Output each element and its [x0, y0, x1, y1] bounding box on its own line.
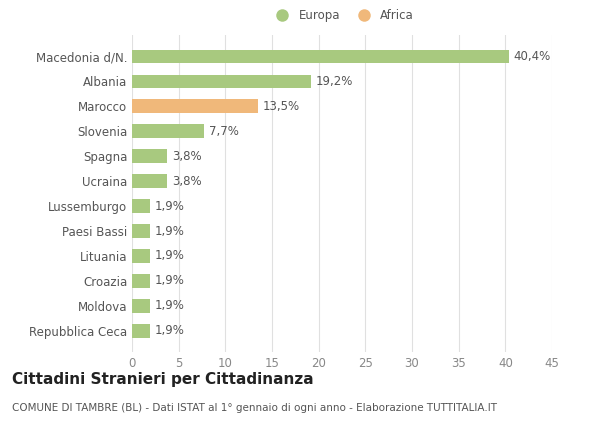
Text: 13,5%: 13,5%	[263, 100, 300, 113]
Text: 3,8%: 3,8%	[172, 150, 202, 163]
Bar	[132, 125, 204, 138]
Bar	[132, 74, 311, 88]
Text: 3,8%: 3,8%	[172, 175, 202, 187]
Bar	[132, 249, 150, 263]
Text: 1,9%: 1,9%	[154, 324, 184, 337]
Legend: Europa, Africa: Europa, Africa	[270, 9, 414, 22]
Text: 19,2%: 19,2%	[316, 75, 353, 88]
Bar	[132, 99, 258, 113]
Text: 1,9%: 1,9%	[154, 275, 184, 287]
Text: Cittadini Stranieri per Cittadinanza: Cittadini Stranieri per Cittadinanza	[12, 372, 314, 387]
Bar	[132, 149, 167, 163]
Bar	[132, 50, 509, 63]
Bar	[132, 174, 167, 188]
Bar	[132, 299, 150, 313]
Bar	[132, 274, 150, 288]
Text: 1,9%: 1,9%	[154, 200, 184, 213]
Text: 7,7%: 7,7%	[209, 125, 238, 138]
Text: COMUNE DI TAMBRE (BL) - Dati ISTAT al 1° gennaio di ogni anno - Elaborazione TUT: COMUNE DI TAMBRE (BL) - Dati ISTAT al 1°…	[12, 403, 497, 413]
Bar	[132, 199, 150, 213]
Text: 40,4%: 40,4%	[514, 50, 551, 63]
Bar	[132, 324, 150, 337]
Text: 1,9%: 1,9%	[154, 299, 184, 312]
Text: 1,9%: 1,9%	[154, 249, 184, 262]
Bar	[132, 224, 150, 238]
Text: 1,9%: 1,9%	[154, 224, 184, 238]
